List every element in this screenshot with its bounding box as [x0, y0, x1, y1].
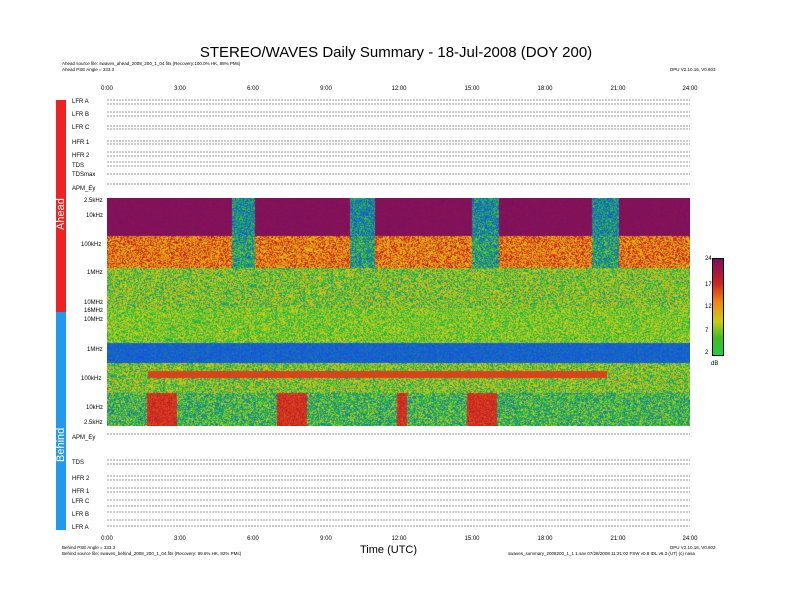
behind-row-label: HFR 1 — [72, 489, 90, 495]
ahead-label: Ahead — [55, 198, 67, 230]
freq-tick-label: 1MHz — [87, 270, 103, 276]
colorbar-unit: dB — [711, 361, 719, 367]
x-tick-label: 0:00 — [101, 86, 113, 92]
freq-tick-label: 1MHz — [87, 347, 103, 353]
ahead-row-label: TDS — [72, 163, 84, 169]
x-tick-label: 9:00 — [320, 86, 332, 92]
behind-pse-angle: Behind PSE Angle = 333.3 — [62, 545, 116, 550]
ahead-source-file: Ahead source file: swaves_ahead_2008_200… — [62, 61, 241, 66]
ahead-row-label: LFR B — [72, 112, 90, 118]
x-tick-label: 15:00 — [464, 86, 480, 92]
freq-tick-label: 100kHz — [81, 242, 102, 248]
freq-tick-label: 16MHz — [84, 308, 104, 314]
ahead-spectrogram — [107, 198, 690, 426]
x-tick-label: 21:00 — [610, 86, 626, 92]
x-tick-label: 12:00 — [391, 86, 407, 92]
page-title: STEREO/WAVES Daily Summary - 18-Jul-2008… — [199, 44, 593, 61]
freq-tick-label: 10MHz — [84, 300, 104, 306]
freq-tick-label: 10kHz — [86, 405, 104, 411]
ahead-row-label: LFR A — [72, 99, 89, 105]
behind-dpu-version: DPU V2.10.16, V0.603 — [670, 545, 716, 550]
behind-source-file: Behind source file: swaves_behind_2008_2… — [62, 551, 242, 556]
behind-row-label: TDS — [72, 460, 84, 466]
colorbar — [712, 258, 724, 356]
x-tick-label: 24:00 — [682, 536, 698, 542]
x-tick-label: 0:00 — [101, 536, 113, 542]
ahead-dpu-version: DPU V2.10.16, V0.603 — [670, 67, 716, 72]
x-tick-label: 18:00 — [537, 536, 553, 542]
behind-apm-label: APM_Ey — [72, 435, 96, 441]
x-axis-label: Time (UTC) — [360, 544, 418, 556]
freq-tick-label: 2.5kHz — [84, 198, 103, 204]
ahead-sidebar: Ahead — [55, 100, 67, 312]
behind-hk-panel — [107, 433, 690, 527]
x-tick-label: 6:00 — [247, 536, 259, 542]
ahead-row-label: HFR 2 — [72, 153, 90, 159]
freq-tick-label: 10MHz — [84, 317, 104, 323]
ahead-row-label: LFR C — [72, 125, 90, 131]
freq-tick-label: 2.5kHz — [84, 420, 103, 426]
x-tick-label: 9:00 — [320, 536, 332, 542]
behind-row-label: HFR 2 — [72, 476, 90, 482]
colorbar-tick: 7 — [705, 328, 709, 334]
colorbar-tick: 2 — [705, 350, 709, 356]
x-tick-label: 12:00 — [391, 536, 407, 542]
x-tick-label: 24:00 — [682, 86, 698, 92]
ahead-row-label: HFR 1 — [72, 140, 90, 146]
x-tick-label: 18:00 — [537, 86, 553, 92]
ahead-apm-label: APM_Ey — [72, 186, 96, 192]
ahead-pse-angle: Ahead PSE Angle = 333.3 — [62, 67, 115, 72]
ahead-row-label: TDSmax — [72, 172, 96, 178]
behind-sidebar: Behind — [55, 312, 67, 530]
behind-label: Behind — [55, 427, 67, 462]
ahead-hk-panel — [107, 99, 690, 185]
footer-info: swaves_summary_2008200_1_1 1.sav 07/28/2… — [508, 551, 695, 556]
behind-row-label: LFR A — [72, 525, 89, 531]
colorbar-tick: 12 — [705, 304, 712, 310]
freq-tick-label: 100kHz — [81, 376, 102, 382]
x-tick-label: 3:00 — [174, 86, 186, 92]
colorbar-tick: 17 — [705, 282, 712, 288]
x-tick-label: 21:00 — [610, 536, 626, 542]
x-tick-label: 6:00 — [247, 86, 259, 92]
behind-row-label: LFR C — [72, 499, 90, 505]
x-tick-label: 15:00 — [464, 536, 480, 542]
x-tick-label: 3:00 — [174, 536, 186, 542]
freq-tick-label: 10kHz — [86, 213, 104, 219]
colorbar-tick: 24 — [705, 256, 712, 262]
behind-row-label: LFR B — [72, 512, 90, 518]
